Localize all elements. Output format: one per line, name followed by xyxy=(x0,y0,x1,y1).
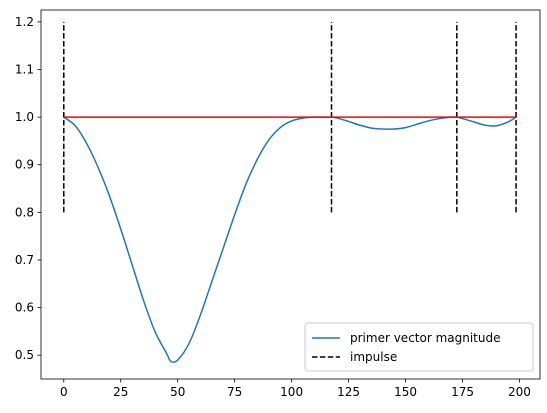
y-tick-label: 0.7 xyxy=(15,253,34,267)
y-tick-label: 1.2 xyxy=(15,15,34,29)
legend-box xyxy=(304,322,534,372)
x-tick-label: 100 xyxy=(280,385,303,399)
axes-layer: 0 25 50 75 100 125 150 175 200 0.5 0.6 0.7 0.8 0.9 1.0… xyxy=(15,15,531,399)
x-tick-label: 50 xyxy=(170,385,185,399)
x-tick-label: 150 xyxy=(394,385,417,399)
series-layer xyxy=(63,21,517,363)
x-tick-label: 200 xyxy=(508,385,531,399)
x-tick-label: 0 xyxy=(60,385,68,399)
legend: primer vector magnitude impulse xyxy=(304,322,534,372)
x-tick-label: 125 xyxy=(337,385,360,399)
legend-label-primer: primer vector magnitude xyxy=(350,331,501,345)
y-tick-label: 0.8 xyxy=(15,205,34,219)
y-tick-label: 1.0 xyxy=(15,110,34,124)
legend-label-impulse: impulse xyxy=(350,350,397,364)
x-tick-label: 75 xyxy=(227,385,242,399)
x-tick-label: 175 xyxy=(451,385,474,399)
y-tick-label: 0.6 xyxy=(15,301,34,315)
x-tick-label: 25 xyxy=(113,385,128,399)
y-tick-label: 0.5 xyxy=(15,348,34,362)
plot-frame xyxy=(40,9,541,380)
y-tick-label: 1.1 xyxy=(15,63,34,77)
y-tick-label: 0.9 xyxy=(15,158,34,172)
